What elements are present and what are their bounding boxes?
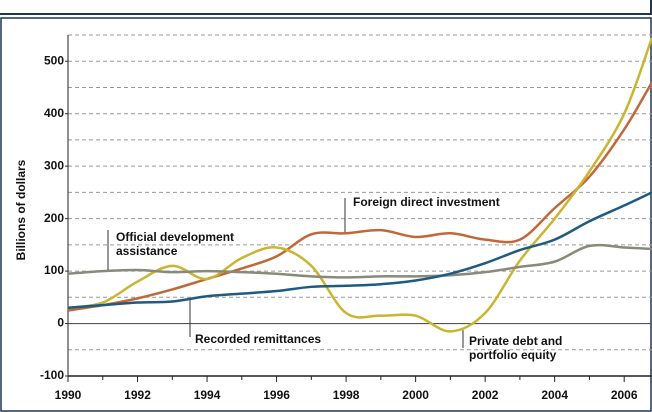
series-line <box>67 37 652 333</box>
annotation: assistance <box>116 244 178 258</box>
series-line <box>67 243 652 279</box>
series-line <box>67 191 652 310</box>
annotation: Recorded remittances <box>195 332 321 346</box>
annotation: portfolio equity <box>469 348 557 362</box>
x-tick-label: 2004 <box>541 388 568 402</box>
y-tick-label: 0 <box>57 316 64 330</box>
x-tick-label: 2006 <box>611 388 638 402</box>
y-axis-label: Billions of dollars <box>14 159 28 260</box>
y-tick-label: 300 <box>44 158 64 172</box>
x-tick-label: 1990 <box>55 388 82 402</box>
x-tick-label: 1998 <box>333 388 360 402</box>
y-tick-label: -100 <box>40 368 64 382</box>
y-tick-label: 400 <box>44 106 64 120</box>
x-tick-label: 1994 <box>194 388 221 402</box>
header-frame <box>0 0 652 15</box>
annotation: Private debt and <box>469 334 562 348</box>
annotation: Official development <box>116 230 234 244</box>
x-tick-label: 2000 <box>402 388 429 402</box>
series-line <box>67 81 652 312</box>
annotation: Foreign direct investment <box>353 195 500 209</box>
y-tick-label: 100 <box>44 263 64 277</box>
y-tick-label: 500 <box>44 53 64 67</box>
x-tick-label: 1996 <box>263 388 290 402</box>
chart-frame <box>0 17 652 412</box>
y-tick-label: 200 <box>44 211 64 225</box>
x-tick-label: 1992 <box>124 388 151 402</box>
x-tick-label: 2002 <box>472 388 499 402</box>
